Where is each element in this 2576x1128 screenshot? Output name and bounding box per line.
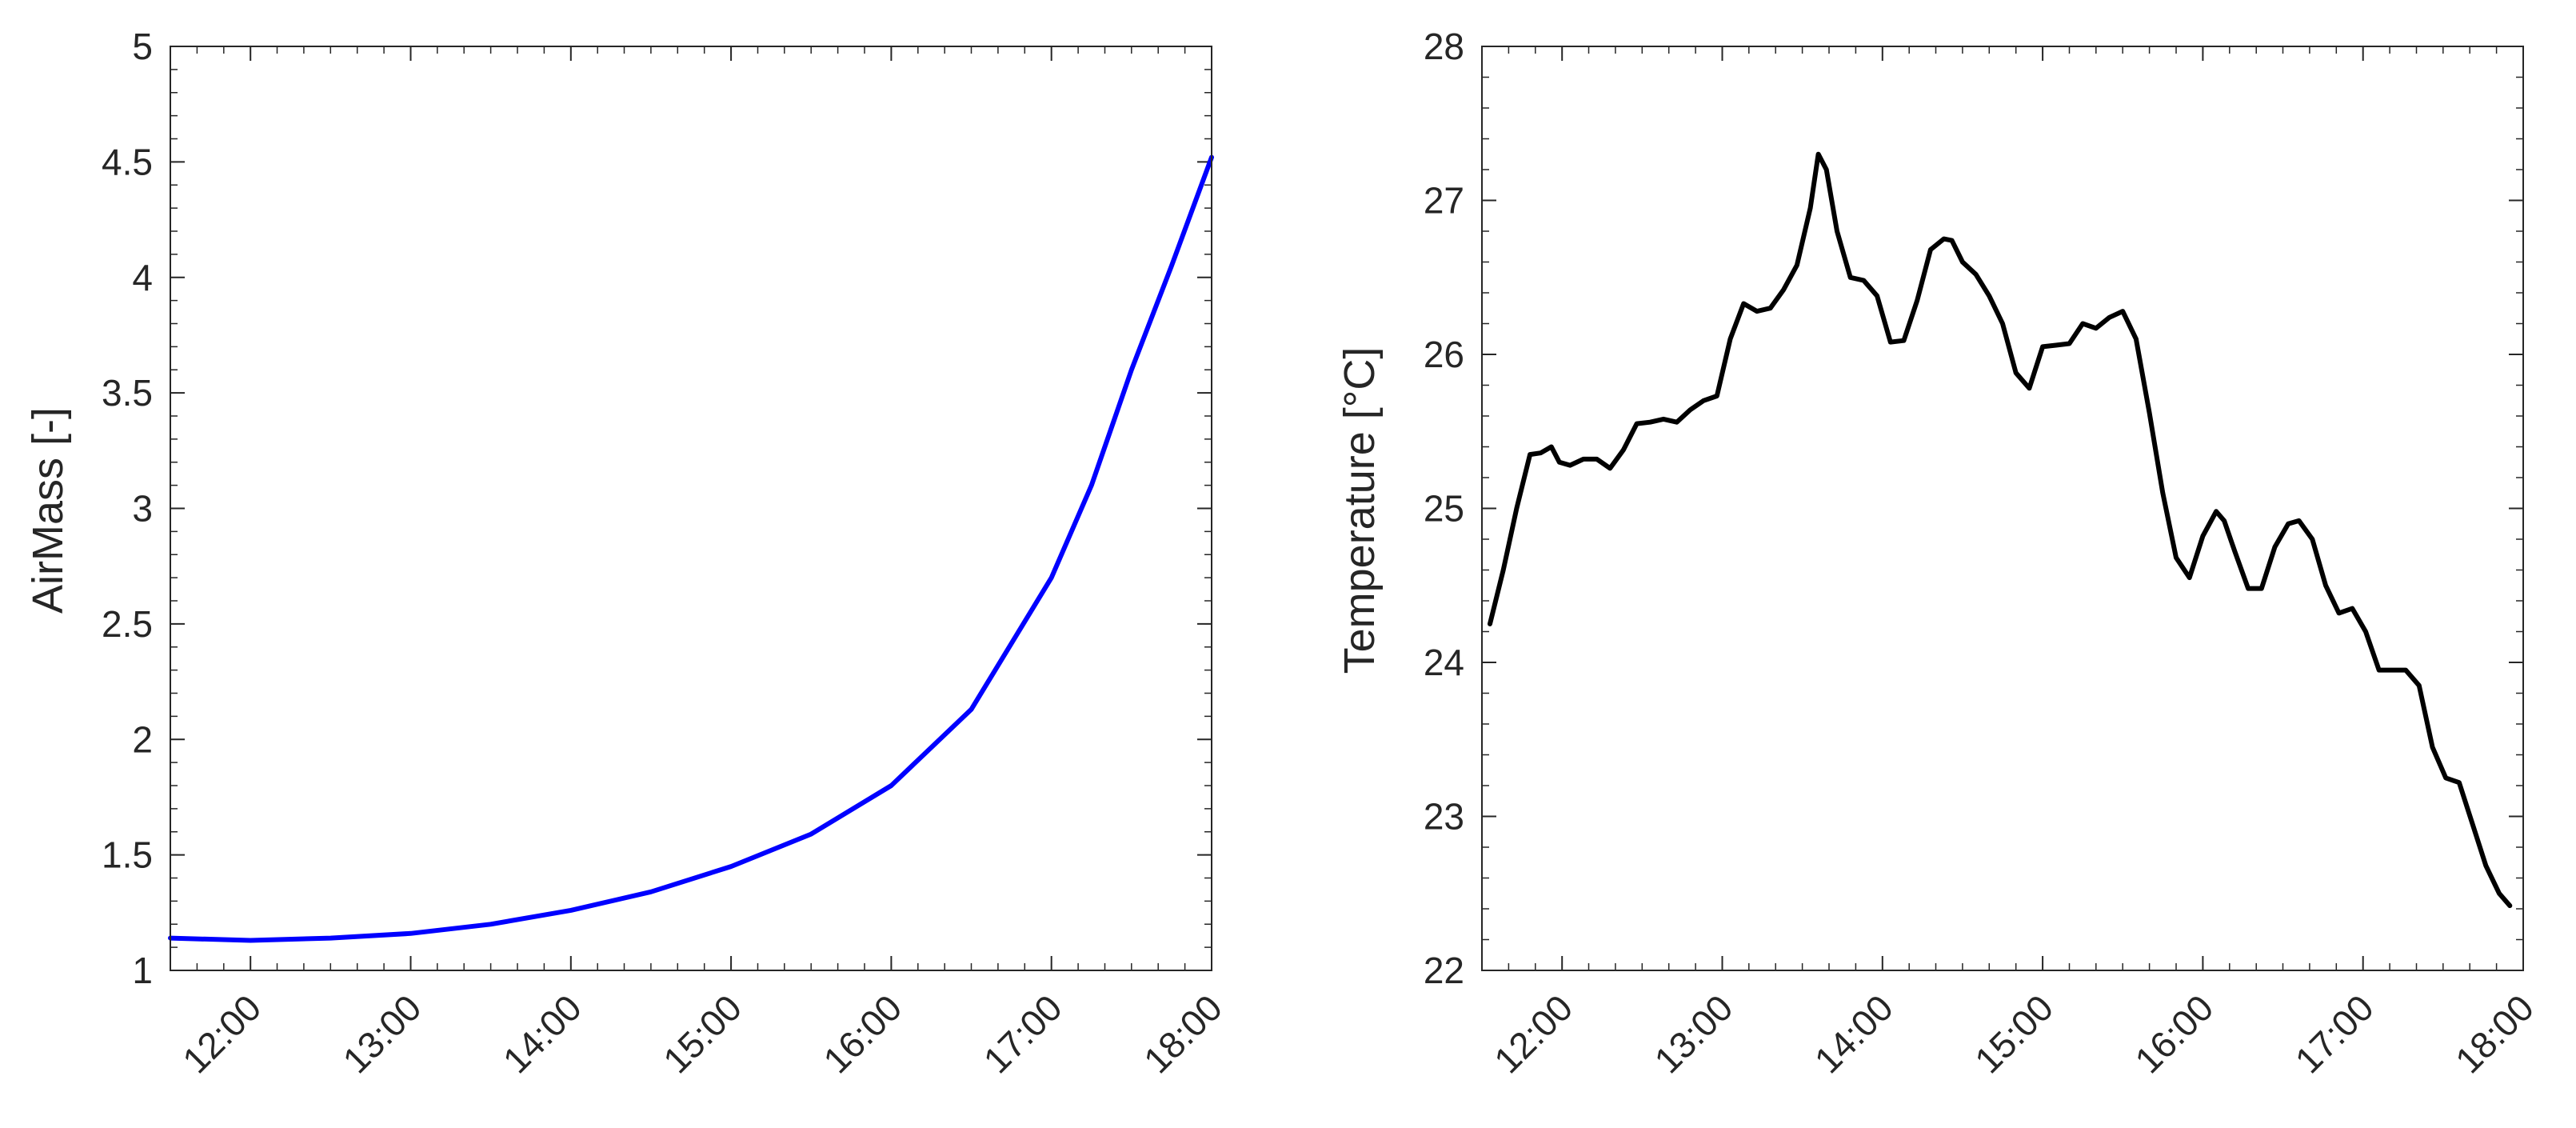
x-tick-label: 15:00 bbox=[1967, 986, 2061, 1081]
x-tick-label: 14:00 bbox=[495, 986, 589, 1081]
series-line bbox=[168, 154, 1214, 943]
minor-ticks bbox=[170, 46, 1212, 971]
x-tick-label: 13:00 bbox=[1646, 986, 1740, 1081]
y-tick-label: 23 bbox=[1424, 796, 1464, 838]
minor-ticks bbox=[1481, 46, 2524, 971]
x-tick-label: 16:00 bbox=[815, 986, 909, 1081]
y-tick-label: 26 bbox=[1424, 334, 1464, 375]
temperature-ylabel: Temperature [°C] bbox=[1336, 347, 1384, 674]
x-tick-label: 12:00 bbox=[174, 986, 269, 1081]
axes-box bbox=[1481, 46, 2524, 971]
y-tick-label: 5 bbox=[132, 26, 153, 67]
x-tick-label: 17:00 bbox=[976, 986, 1070, 1081]
x-tick-label: 17:00 bbox=[2287, 986, 2382, 1081]
y-tick-label: 1 bbox=[132, 950, 153, 991]
y-tick-label: 2 bbox=[132, 718, 153, 760]
y-tick-label: 27 bbox=[1424, 180, 1464, 222]
x-tick-label: 18:00 bbox=[2447, 986, 2542, 1081]
y-tick-label: 3 bbox=[132, 488, 153, 530]
major-ticks bbox=[1482, 46, 2524, 971]
x-tick-label: 16:00 bbox=[2127, 986, 2221, 1081]
airmass-ylabel: AirMass [-] bbox=[24, 407, 72, 614]
x-tick-label: 12:00 bbox=[1486, 986, 1580, 1081]
y-tick-label: 3.5 bbox=[102, 372, 153, 414]
x-tick-label: 18:00 bbox=[1136, 986, 1230, 1081]
y-tick-label: 2.5 bbox=[102, 603, 153, 645]
axes-box bbox=[170, 46, 1212, 971]
y-tick-label: 24 bbox=[1424, 642, 1464, 683]
major-ticks bbox=[170, 46, 1212, 971]
temperature-chart: 22 23 24 25 26 27 28 12:00 13:00 14:00 15:00 16:00 1… bbox=[1336, 26, 2542, 1081]
y-tick-label: 22 bbox=[1424, 950, 1464, 991]
series-line bbox=[1488, 151, 2513, 909]
x-tick-label: 14:00 bbox=[1807, 986, 1901, 1081]
y-tick-label: 1.5 bbox=[102, 834, 153, 876]
y-tick-label: 4 bbox=[132, 257, 153, 298]
x-tick-label: 13:00 bbox=[334, 986, 429, 1081]
y-tick-label: 4.5 bbox=[102, 141, 153, 182]
x-tick-label: 15:00 bbox=[655, 986, 749, 1081]
airmass-chart: 1 1.5 2 2.5 3 3.5 4 4.5 5 12:00 13:00 14:00 15:00 16:… bbox=[24, 26, 1230, 1081]
y-tick-label: 28 bbox=[1424, 26, 1464, 67]
y-tick-label: 25 bbox=[1424, 488, 1464, 530]
